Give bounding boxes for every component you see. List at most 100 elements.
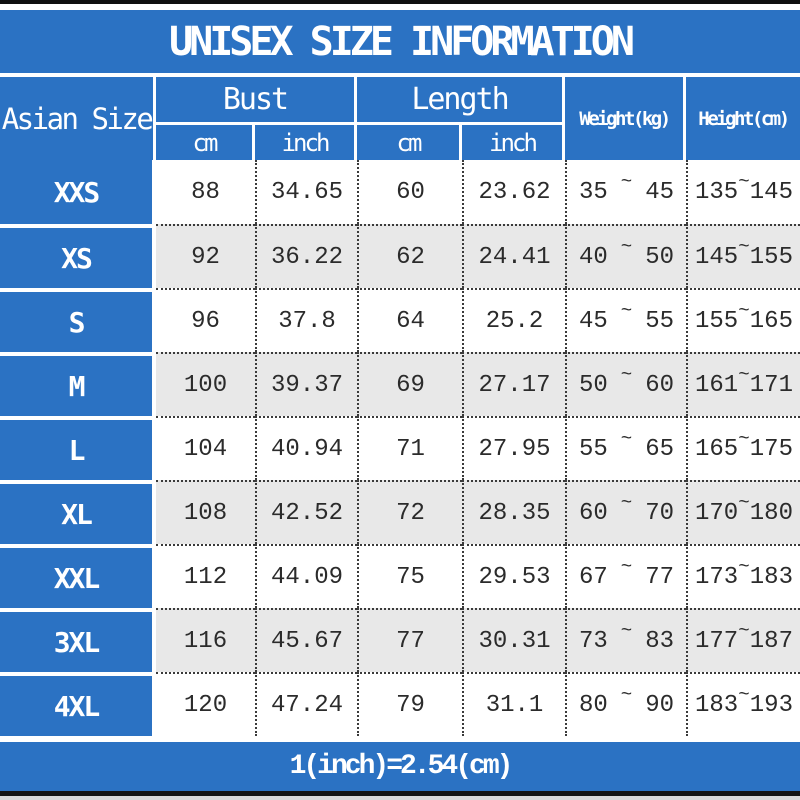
weight-max: 60 — [645, 371, 674, 399]
range-tilde: ~ — [738, 236, 750, 258]
length-cm-cell: 75 — [357, 544, 462, 608]
footer-bar: 1(inch)=2.54(cm) — [0, 742, 800, 791]
weight-min: 73 — [579, 627, 608, 655]
table-row: XXL 112 44.09 75 29.53 67 ~ 77 173 ~ 183 — [0, 544, 800, 608]
bust-inch-cell: 42.52 — [255, 480, 357, 544]
height-min: 165 — [695, 435, 739, 463]
height-range-cell: 145 ~ 155 — [686, 224, 800, 288]
length-inch-cell: 23.62 — [462, 160, 565, 224]
height-max: 187 — [749, 627, 793, 655]
header-cell-bust: Bust — [156, 77, 357, 125]
height-min: 173 — [695, 563, 739, 591]
weight-min: 40 — [579, 243, 608, 271]
table-row: 3XL 116 45.67 77 30.31 73 ~ 83 177 ~ 187 — [0, 608, 800, 672]
bust-inch-cell: 37.8 — [255, 288, 357, 352]
size-label-cell: XXS — [0, 160, 156, 224]
height-min: 161 — [695, 371, 739, 399]
header-cell-length: Length — [357, 77, 565, 125]
range-tilde: ~ — [620, 620, 633, 642]
length-inch-cell: 30.31 — [462, 608, 565, 672]
weight-max: 77 — [645, 563, 674, 591]
bust-cm-cell: 96 — [156, 288, 255, 352]
bottom-gray-strip — [0, 796, 800, 800]
range-tilde: ~ — [738, 171, 750, 193]
height-max: 180 — [749, 499, 793, 527]
height-min: 155 — [695, 307, 739, 335]
bust-cm-cell: 92 — [156, 224, 255, 288]
weight-max: 90 — [645, 691, 674, 719]
bust-cm-cell: 88 — [156, 160, 255, 224]
height-range-cell: 155 ~ 165 — [686, 288, 800, 352]
header-cell-height: Height(cm) — [686, 77, 800, 160]
height-range-cell: 161 ~ 171 — [686, 352, 800, 416]
weight-min: 50 — [579, 371, 608, 399]
table-row: L 104 40.94 71 27.95 55 ~ 65 165 ~ 175 — [0, 416, 800, 480]
size-label-cell: XL — [0, 480, 156, 544]
size-label-cell: XXL — [0, 544, 156, 608]
bust-inch-cell: 39.37 — [255, 352, 357, 416]
length-cm-cell: 69 — [357, 352, 462, 416]
table-row: XXS 88 34.65 60 23.62 35 ~ 45 135 ~ 145 — [0, 160, 800, 224]
range-tilde: ~ — [620, 171, 633, 193]
length-cm-cell: 64 — [357, 288, 462, 352]
weight-min: 55 — [579, 435, 608, 463]
length-inch-cell: 27.95 — [462, 416, 565, 480]
weight-range-cell: 55 ~ 65 — [565, 416, 686, 480]
weight-min: 60 — [579, 499, 608, 527]
table-row: M 100 39.37 69 27.17 50 ~ 60 161 ~ 171 — [0, 352, 800, 416]
range-tilde: ~ — [738, 492, 750, 514]
range-tilde: ~ — [738, 300, 750, 322]
header-cell-bust-cm: cm — [156, 125, 255, 160]
height-min: 177 — [695, 627, 739, 655]
page-title: UNISEX SIZE INFORMATION — [169, 18, 635, 65]
range-tilde: ~ — [738, 556, 750, 578]
height-max: 155 — [749, 243, 793, 271]
height-max: 165 — [749, 307, 793, 335]
height-range-cell: 177 ~ 187 — [686, 608, 800, 672]
length-inch-cell: 31.1 — [462, 672, 565, 736]
weight-max: 50 — [645, 243, 674, 271]
range-tilde: ~ — [620, 492, 633, 514]
height-range-cell: 135 ~ 145 — [686, 160, 800, 224]
bust-inch-cell: 34.65 — [255, 160, 357, 224]
range-tilde: ~ — [620, 300, 633, 322]
weight-min: 35 — [579, 178, 608, 206]
spacer — [0, 736, 800, 742]
title-bar: UNISEX SIZE INFORMATION — [0, 10, 800, 73]
bust-cm-cell: 112 — [156, 544, 255, 608]
spacer — [0, 4, 800, 10]
table-header: Asian Size Bust Length Weight(kg) Height… — [0, 77, 800, 160]
table-row: XS 92 36.22 62 24.41 40 ~ 50 145 ~ 155 — [0, 224, 800, 288]
length-inch-cell: 25.2 — [462, 288, 565, 352]
height-max: 171 — [749, 371, 793, 399]
range-tilde: ~ — [738, 364, 750, 386]
length-inch-cell: 28.35 — [462, 480, 565, 544]
length-cm-cell: 72 — [357, 480, 462, 544]
weight-max: 70 — [645, 499, 674, 527]
size-label-cell: 3XL — [0, 608, 156, 672]
size-label-cell: S — [0, 288, 156, 352]
length-inch-cell: 29.53 — [462, 544, 565, 608]
weight-range-cell: 35 ~ 45 — [565, 160, 686, 224]
header-cell-length-inch: inch — [462, 125, 565, 160]
length-cm-cell: 62 — [357, 224, 462, 288]
height-range-cell: 173 ~ 183 — [686, 544, 800, 608]
height-range-cell: 183 ~ 193 — [686, 672, 800, 736]
bust-cm-cell: 120 — [156, 672, 255, 736]
weight-range-cell: 80 ~ 90 — [565, 672, 686, 736]
length-cm-cell: 79 — [357, 672, 462, 736]
size-label-cell: 4XL — [0, 672, 156, 736]
top-black-bar — [0, 0, 800, 4]
table-row: XL 108 42.52 72 28.35 60 ~ 70 170 ~ 180 — [0, 480, 800, 544]
range-tilde: ~ — [738, 684, 750, 706]
height-max: 193 — [749, 691, 793, 719]
range-tilde: ~ — [620, 364, 633, 386]
length-cm-cell: 60 — [357, 160, 462, 224]
weight-range-cell: 45 ~ 55 — [565, 288, 686, 352]
height-min: 145 — [695, 243, 739, 271]
weight-range-cell: 67 ~ 77 — [565, 544, 686, 608]
height-max: 175 — [749, 435, 793, 463]
weight-max: 55 — [645, 307, 674, 335]
bust-inch-cell: 44.09 — [255, 544, 357, 608]
